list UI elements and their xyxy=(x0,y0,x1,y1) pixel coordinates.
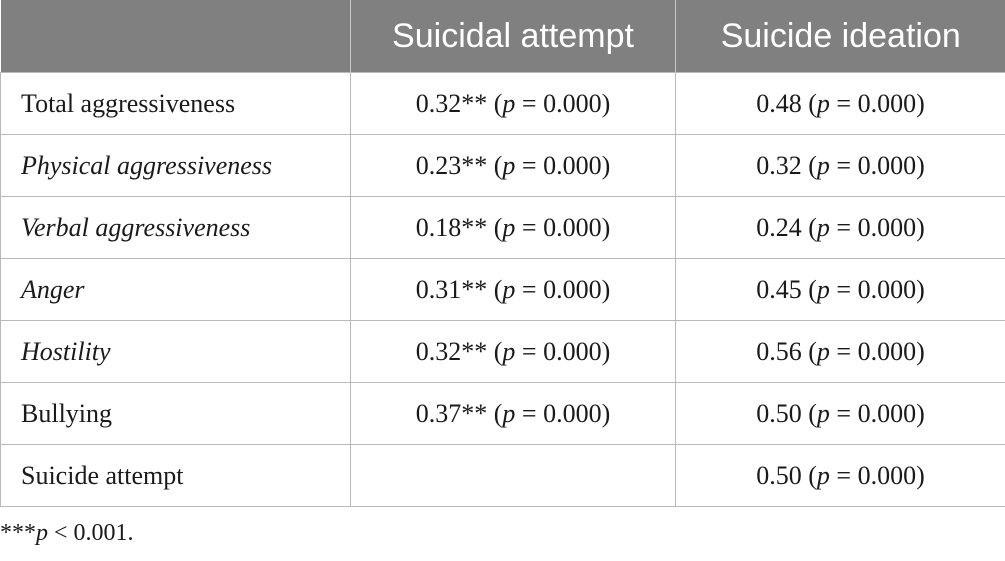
table-row: Hostility 0.32** (p = 0.000) 0.56 (p = 0.0… xyxy=(0,320,1005,383)
p-symbol: p xyxy=(816,398,830,428)
table-row: Total aggressiveness 0.32** (p = 0.000) 0.… xyxy=(0,72,1005,135)
suicide-ideation-cell: 0.32 (p = 0.000) xyxy=(675,134,1005,197)
attempt-coefficient: 0.32** xyxy=(415,88,488,118)
attempt-p-value: 0.000 xyxy=(543,212,602,242)
row-label: Suicide attempt xyxy=(0,444,351,507)
row-label: Total aggressiveness xyxy=(0,72,351,135)
suicide-ideation-cell: 0.56 (p = 0.000) xyxy=(675,320,1005,383)
suicide-ideation-cell: 0.45 (p = 0.000) xyxy=(675,258,1005,321)
header-suicidal-attempt: Suicidal attempt xyxy=(350,0,676,73)
suicidal-attempt-cell: 0.31** (p = 0.000) xyxy=(350,258,676,321)
row-label: Physical aggressiveness xyxy=(0,134,351,197)
suicide-ideation-cell: 0.24 (p = 0.000) xyxy=(675,196,1005,259)
suicidal-attempt-cell xyxy=(350,444,676,507)
suicidal-attempt-cell: 0.37** (p = 0.000) xyxy=(350,382,676,445)
row-label: Anger xyxy=(0,258,351,321)
row-label: Verbal aggressiveness xyxy=(0,196,351,259)
ideation-p-value: 0.000 xyxy=(857,460,917,490)
p-symbol: p xyxy=(502,212,516,242)
table-row: Physical aggressiveness 0.23** (p = 0.000… xyxy=(0,134,1005,197)
ideation-coefficient: 0.24 xyxy=(756,212,802,242)
ideation-p-value: 0.000 xyxy=(857,336,917,366)
attempt-p-value: 0.000 xyxy=(543,274,602,304)
ideation-coefficient: 0.32 xyxy=(756,150,802,180)
table-row: Verbal aggressiveness 0.18** (p = 0.000) 0… xyxy=(0,196,1005,259)
header-empty-cell xyxy=(0,0,351,73)
ideation-p-value: 0.000 xyxy=(857,88,917,118)
footnote-stars: *** xyxy=(0,520,36,546)
attempt-coefficient: 0.37** xyxy=(415,398,488,428)
attempt-p-value: 0.000 xyxy=(543,150,602,180)
attempt-coefficient: 0.18** xyxy=(415,212,488,242)
p-symbol: p xyxy=(816,460,830,490)
attempt-coefficient: 0.31** xyxy=(415,274,488,304)
attempt-p-value: 0.000 xyxy=(543,398,602,428)
ideation-coefficient: 0.45 xyxy=(756,274,802,304)
p-symbol: p xyxy=(502,88,516,118)
ideation-p-value: 0.000 xyxy=(857,274,917,304)
attempt-coefficient: 0.23** xyxy=(415,150,488,180)
footnote-rest: < 0.001. xyxy=(48,520,134,546)
suicidal-attempt-cell: 0.32** (p = 0.000) xyxy=(350,320,676,383)
suicide-ideation-cell: 0.50 (p = 0.000) xyxy=(675,382,1005,445)
header-row: Suicidal attempt Suicide ideation xyxy=(0,0,1005,73)
p-symbol: p xyxy=(816,274,830,304)
suicide-ideation-cell: 0.48 (p = 0.000) xyxy=(675,72,1005,135)
row-label: Hostility xyxy=(0,320,351,383)
attempt-coefficient: 0.32** xyxy=(415,336,488,366)
ideation-coefficient: 0.56 xyxy=(756,336,802,366)
table-row: Bullying 0.37** (p = 0.000) 0.50 (p = 0.00… xyxy=(0,382,1005,445)
p-symbol: p xyxy=(816,88,830,118)
attempt-p-value: 0.000 xyxy=(543,88,602,118)
table-row: Anger 0.31** (p = 0.000) 0.45 (p = 0.000) xyxy=(0,258,1005,321)
suicide-ideation-cell: 0.50 (p = 0.000) xyxy=(675,444,1005,507)
p-symbol: p xyxy=(816,336,830,366)
table-body: Total aggressiveness 0.32** (p = 0.000) 0.… xyxy=(0,72,1005,507)
ideation-coefficient: 0.50 xyxy=(756,398,802,428)
suicidal-attempt-cell: 0.32** (p = 0.000) xyxy=(350,72,676,135)
suicidal-attempt-cell: 0.18** (p = 0.000) xyxy=(350,196,676,259)
ideation-p-value: 0.000 xyxy=(857,398,917,428)
footnote-p: p xyxy=(36,520,48,546)
table-row: Suicide attempt 0.50 (p = 0.000) xyxy=(0,444,1005,507)
row-label: Bullying xyxy=(0,382,351,445)
header-suicide-ideation: Suicide ideation xyxy=(675,0,1005,73)
p-symbol: p xyxy=(502,150,516,180)
correlation-table: Suicidal attempt Suicide ideation Total … xyxy=(0,0,1005,507)
suicidal-attempt-cell: 0.23** (p = 0.000) xyxy=(350,134,676,197)
p-symbol: p xyxy=(502,274,516,304)
ideation-p-value: 0.000 xyxy=(857,212,917,242)
attempt-p-value: 0.000 xyxy=(543,336,602,366)
p-symbol: p xyxy=(816,212,830,242)
p-symbol: p xyxy=(502,336,516,366)
p-symbol: p xyxy=(502,398,516,428)
ideation-coefficient: 0.50 xyxy=(756,460,802,490)
ideation-p-value: 0.000 xyxy=(857,150,917,180)
table-footnote: ***p < 0.001. xyxy=(0,520,134,547)
p-symbol: p xyxy=(816,150,830,180)
ideation-coefficient: 0.48 xyxy=(756,88,802,118)
